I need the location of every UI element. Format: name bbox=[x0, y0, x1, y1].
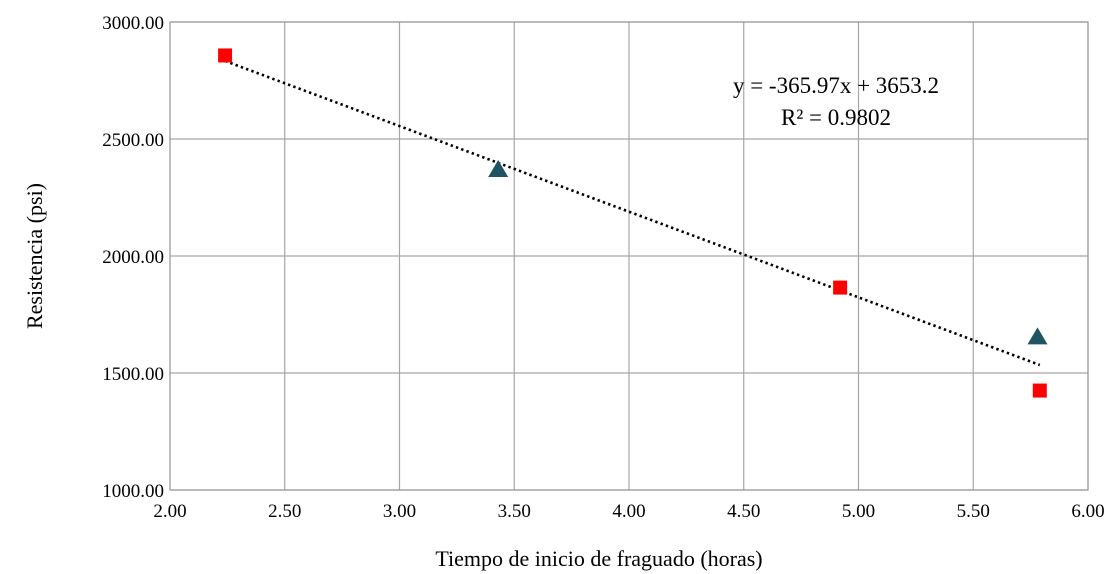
x-tick-label: 3.00 bbox=[383, 501, 416, 522]
x-tick-label: 5.00 bbox=[842, 501, 875, 522]
y-axis-title: Resistencia (psi) bbox=[22, 183, 47, 329]
square-marker bbox=[1032, 383, 1047, 398]
y-tick-label: 1500.00 bbox=[102, 364, 164, 385]
y-tick-label: 1000.00 bbox=[102, 481, 164, 502]
x-tick-label: 2.50 bbox=[268, 501, 301, 522]
x-tick-label: 5.50 bbox=[957, 501, 990, 522]
x-tick-label: 3.50 bbox=[498, 501, 531, 522]
y-tick-label: 3000.00 bbox=[102, 13, 164, 34]
x-tick-label: 6.00 bbox=[1071, 501, 1104, 522]
tick-labels: 2.00 2.50 3.00 3.50 4.00 4.50 5.00 5.50 6.00 1000… bbox=[102, 13, 1104, 522]
x-tick-label: 4.00 bbox=[612, 501, 645, 522]
x-axis-title: Tiempo de inicio de fraguado (horas) bbox=[435, 546, 762, 571]
square-marker bbox=[218, 48, 233, 63]
triangle-marker bbox=[488, 160, 509, 178]
triangle-marker bbox=[1027, 327, 1048, 345]
y-tick-label: 2500.00 bbox=[102, 130, 164, 151]
trendline-equation: y = -365.97x + 3653.2 bbox=[733, 73, 939, 98]
y-tick-label: 2000.00 bbox=[102, 247, 164, 268]
x-tick-label: 4.50 bbox=[727, 501, 760, 522]
x-tick-label: 2.00 bbox=[153, 501, 186, 522]
plot-area-border bbox=[169, 21, 1089, 491]
trendline-r-squared: R² = 0.9802 bbox=[781, 105, 891, 130]
square-marker bbox=[833, 280, 848, 295]
trendline bbox=[224, 59, 1041, 367]
data-points bbox=[218, 48, 1048, 398]
trendline-group bbox=[224, 59, 1041, 367]
